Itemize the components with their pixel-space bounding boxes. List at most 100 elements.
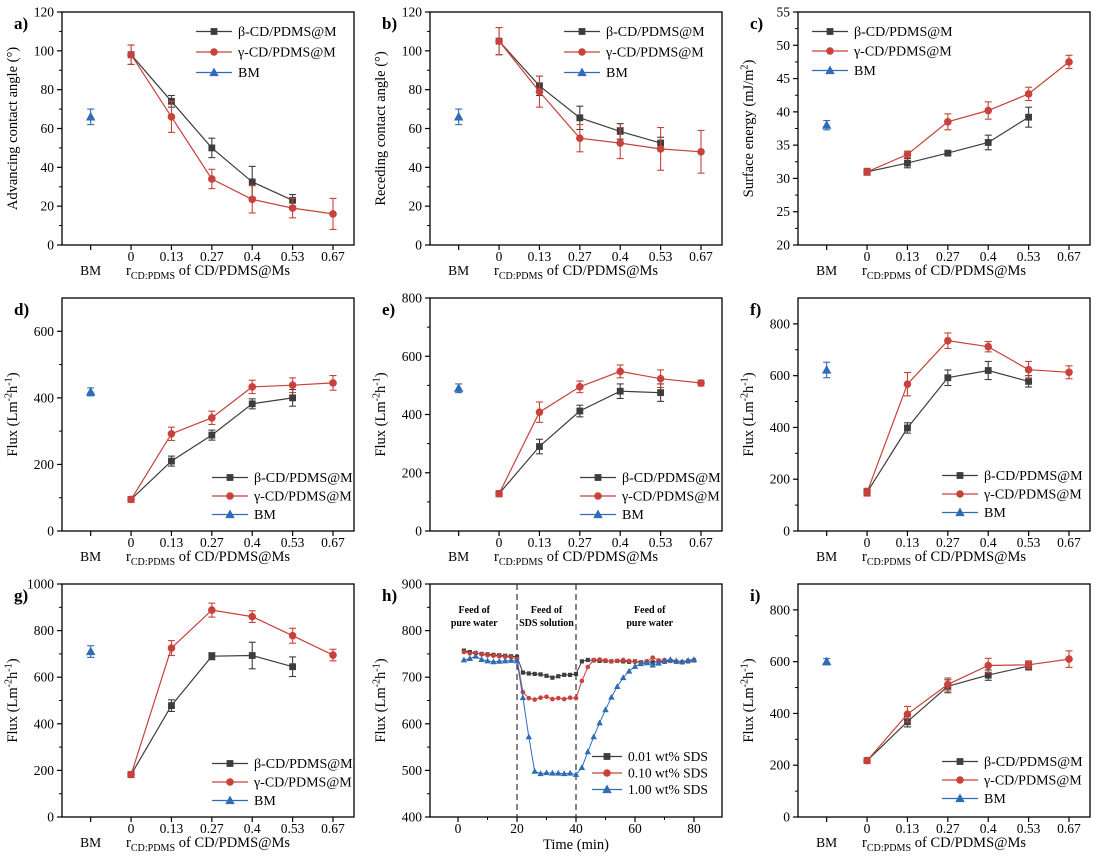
svg-text:600: 600 — [770, 368, 791, 383]
svg-text:0.27: 0.27 — [200, 535, 224, 550]
svg-text:200: 200 — [402, 465, 423, 480]
svg-text:1.00 wt% SDS: 1.00 wt% SDS — [628, 782, 708, 797]
svg-text:0.27: 0.27 — [200, 821, 224, 836]
svg-text:pure water: pure water — [626, 618, 673, 629]
svg-text:0.13: 0.13 — [528, 249, 552, 264]
svg-text:20: 20 — [510, 821, 524, 836]
svg-text:200: 200 — [34, 763, 55, 778]
svg-text:rCD:PDMS of CD/PDMS@Ms: rCD:PDMS of CD/PDMS@Ms — [862, 835, 1026, 854]
svg-text:0: 0 — [864, 535, 871, 550]
svg-text:BM: BM — [254, 794, 276, 809]
svg-text:β-CD/PDMS@M: β-CD/PDMS@M — [984, 755, 1083, 770]
svg-text:rCD:PDMS of CD/PDMS@Ms: rCD:PDMS of CD/PDMS@Ms — [126, 835, 290, 854]
svg-text:Feed of: Feed of — [459, 605, 491, 616]
svg-text:0.4: 0.4 — [980, 821, 997, 836]
svg-text:0.53: 0.53 — [649, 249, 673, 264]
svg-text:0: 0 — [864, 249, 871, 264]
svg-text:Feed of: Feed of — [531, 605, 563, 616]
svg-text:400: 400 — [402, 810, 423, 825]
svg-text:20: 20 — [409, 199, 423, 214]
svg-text:BM: BM — [80, 263, 101, 278]
svg-text:Flux (Lm-2h-1): Flux (Lm-2h-1) — [372, 658, 390, 742]
svg-text:β-CD/PDMS@M: β-CD/PDMS@M — [254, 471, 353, 486]
svg-text:800: 800 — [402, 291, 423, 306]
svg-text:Flux (Lm-2h-1): Flux (Lm-2h-1) — [372, 372, 390, 456]
svg-text:0.27: 0.27 — [936, 821, 960, 836]
svg-text:55: 55 — [777, 5, 791, 20]
chart-g: 0 200 400 600 800 1000 BM 0 0.13 0.27 0.4 0.53 0.67 r… — [4, 577, 355, 854]
svg-text:0.27: 0.27 — [568, 535, 592, 550]
svg-text:h): h) — [382, 586, 397, 605]
svg-text:900: 900 — [402, 577, 423, 592]
chart-e: 0 200 400 600 800 BM 0 0.13 0.27 0.4 0.53 0.67 rCD:P… — [372, 291, 723, 568]
svg-text:a): a) — [14, 14, 28, 33]
svg-text:600: 600 — [402, 349, 423, 364]
svg-text:g): g) — [14, 586, 28, 605]
svg-text:0.4: 0.4 — [244, 249, 261, 264]
svg-text:80: 80 — [409, 82, 423, 97]
svg-text:0.67: 0.67 — [689, 249, 713, 264]
svg-text:0.4: 0.4 — [244, 821, 261, 836]
svg-text:800: 800 — [770, 316, 791, 331]
svg-text:0: 0 — [128, 821, 135, 836]
svg-text:120: 120 — [34, 5, 55, 20]
svg-text:40: 40 — [41, 160, 55, 175]
svg-text:0: 0 — [455, 821, 462, 836]
svg-text:40: 40 — [777, 104, 791, 119]
svg-text:600: 600 — [34, 670, 55, 685]
svg-text:400: 400 — [34, 716, 55, 731]
svg-text:0.67: 0.67 — [321, 821, 345, 836]
svg-text:β-CD/PDMS@M: β-CD/PDMS@M — [606, 25, 705, 40]
svg-text:1000: 1000 — [27, 577, 54, 592]
svg-text:β-CD/PDMS@M: β-CD/PDMS@M — [254, 757, 353, 772]
panel-d: 0 200 400 600 BM 0 0.13 0.27 0.4 0.53 0.67 rCD:PDMS… — [0, 286, 368, 572]
svg-text:0.13: 0.13 — [160, 535, 184, 550]
svg-text:500: 500 — [402, 763, 423, 778]
svg-text:0.4: 0.4 — [980, 249, 997, 264]
svg-text:Flux (Lm-2h-1): Flux (Lm-2h-1) — [4, 658, 22, 742]
svg-text:0: 0 — [128, 249, 135, 264]
svg-text:200: 200 — [770, 758, 791, 773]
svg-text:Flux (Lm-2h-1): Flux (Lm-2h-1) — [740, 372, 758, 456]
svg-text:BM: BM — [606, 66, 628, 81]
svg-text:γ-CD/PDMS@M: γ-CD/PDMS@M — [605, 46, 704, 61]
chart-i: 0 200 400 600 800 BM 0 0.13 0.27 0.4 0.53 0.67 rCD:P… — [740, 583, 1091, 854]
svg-text:800: 800 — [34, 623, 55, 638]
svg-text:BM: BM — [448, 263, 469, 278]
svg-text:800: 800 — [402, 623, 423, 638]
svg-text:0: 0 — [496, 249, 503, 264]
svg-text:0.67: 0.67 — [321, 249, 345, 264]
svg-text:50: 50 — [777, 38, 791, 53]
svg-text:BM: BM — [254, 508, 276, 523]
panel-g: 0 200 400 600 800 1000 BM 0 0.13 0.27 0.4 0.53 0.67 r… — [0, 572, 368, 858]
svg-text:0.27: 0.27 — [936, 535, 960, 550]
svg-text:0.13: 0.13 — [896, 535, 920, 550]
svg-text:0: 0 — [415, 238, 422, 253]
chart-f: 0 200 400 600 800 BM 0 0.13 0.27 0.4 0.53 0.67 rCD:P… — [740, 297, 1091, 568]
panel-h: 400 500 600 700 800 900 0 20 40 60 80 Time (min) Flu… — [368, 572, 736, 858]
panel-f: 0 200 400 600 800 BM 0 0.13 0.27 0.4 0.53 0.67 rCD:P… — [736, 286, 1104, 572]
svg-text:β-CD/PDMS@M: β-CD/PDMS@M — [854, 25, 953, 40]
svg-text:0.27: 0.27 — [200, 249, 224, 264]
svg-text:60: 60 — [628, 821, 642, 836]
svg-text:45: 45 — [777, 71, 791, 86]
svg-text:SDS solution: SDS solution — [519, 618, 574, 629]
svg-text:20: 20 — [777, 238, 791, 253]
chart-d: 0 200 400 600 BM 0 0.13 0.27 0.4 0.53 0.67 rCD:PDMS… — [4, 297, 355, 568]
svg-text:0: 0 — [47, 238, 54, 253]
svg-text:80: 80 — [687, 821, 701, 836]
svg-text:0.67: 0.67 — [689, 535, 713, 550]
svg-text:400: 400 — [770, 420, 791, 435]
panel-e: 0 200 400 600 800 BM 0 0.13 0.27 0.4 0.53 0.67 rCD:P… — [368, 286, 736, 572]
svg-text:35: 35 — [777, 138, 791, 153]
svg-text:BM: BM — [984, 792, 1006, 807]
svg-text:25: 25 — [777, 204, 791, 219]
svg-text:600: 600 — [770, 654, 791, 669]
svg-text:200: 200 — [34, 457, 55, 472]
svg-text:60: 60 — [409, 121, 423, 136]
svg-text:γ-CD/PDMS@M: γ-CD/PDMS@M — [237, 46, 336, 61]
svg-text:Time (min): Time (min) — [543, 837, 609, 853]
svg-text:d): d) — [14, 300, 29, 319]
svg-text:β-CD/PDMS@M: β-CD/PDMS@M — [238, 25, 337, 40]
